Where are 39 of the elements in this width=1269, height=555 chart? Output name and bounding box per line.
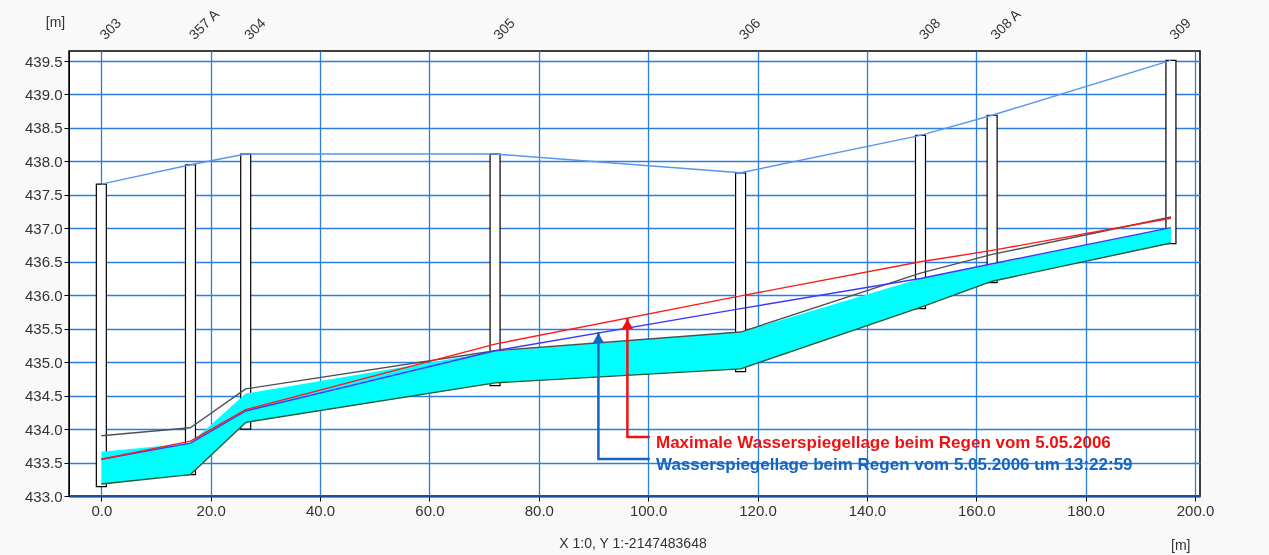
x-tick-label: 200.0	[1176, 501, 1215, 519]
x-tick-label: 60.0	[415, 501, 445, 519]
text: 308 A	[987, 5, 1025, 43]
y-tick-label: 438.0	[24, 152, 63, 170]
x-tick-label: 120.0	[739, 501, 777, 519]
x-tick-label: 100.0	[629, 501, 668, 519]
text: 304	[240, 14, 269, 43]
y-tick-label: 437.5	[24, 186, 63, 204]
text: 309	[1165, 14, 1194, 43]
y-tick-label: 436.5	[24, 253, 63, 271]
x-tick-label: 80.0	[524, 501, 554, 519]
y-tick-label: 434.5	[24, 387, 63, 405]
x-tick-label: 140.0	[848, 501, 887, 519]
bar	[1165, 59, 1177, 245]
y-tick-label: 436.0	[24, 286, 63, 304]
y-tick-label: 435.0	[24, 353, 63, 371]
y-tick-label: 439.0	[24, 86, 63, 103]
y-axis-title: [m]	[45, 13, 66, 30]
text: 308	[915, 14, 944, 43]
line-series	[100, 59, 1172, 185]
y-tick-label: 435.5	[24, 320, 63, 338]
text: 357 A	[185, 5, 223, 43]
x-axis-title: [m]	[1171, 536, 1191, 553]
text: 305	[490, 14, 519, 43]
y-tick-label: 434.0	[24, 420, 63, 438]
text: 306	[735, 14, 764, 43]
y-tick-label: 437.0	[24, 219, 63, 237]
bar	[95, 183, 107, 488]
x-tick-label: 180.0	[1067, 501, 1105, 519]
text: X 1:0, Y 1:-2147483648	[559, 535, 707, 551]
y-tick-label: 433.0	[24, 487, 63, 505]
text: 303	[96, 14, 125, 43]
x-tick-label: 40.0	[305, 501, 336, 519]
y-tick-label: 433.5	[24, 454, 63, 472]
y-tick-label: 438.5	[24, 119, 63, 137]
x-tick-label: 0.0	[91, 501, 113, 519]
y-tick-label: 439.5	[24, 52, 63, 70]
x-tick-label: 20.0	[196, 501, 226, 519]
x-tick-label: 160.0	[957, 501, 996, 519]
